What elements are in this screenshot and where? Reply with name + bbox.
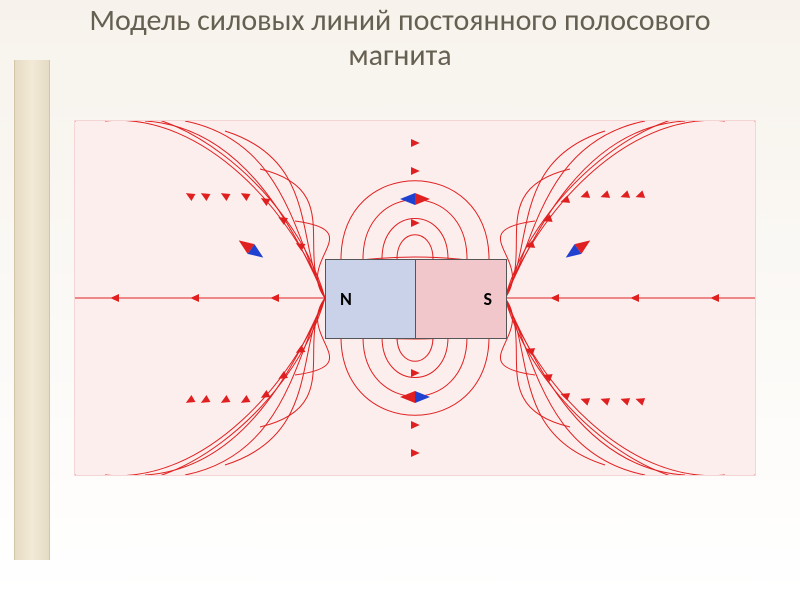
magnet-north-pole: N xyxy=(325,259,417,339)
field-lines-diagram: N S xyxy=(74,120,756,476)
magnet-south-pole: S xyxy=(415,259,507,339)
compass-needle-icon xyxy=(400,192,430,206)
decorative-left-bar xyxy=(14,60,50,560)
compass-needle-icon xyxy=(400,390,430,404)
south-label: S xyxy=(483,288,492,310)
north-label: N xyxy=(340,288,352,310)
page-title: Модель силовых линий постоянного полосов… xyxy=(60,4,740,73)
slide: Модель силовых линий постоянного полосов… xyxy=(0,0,800,600)
